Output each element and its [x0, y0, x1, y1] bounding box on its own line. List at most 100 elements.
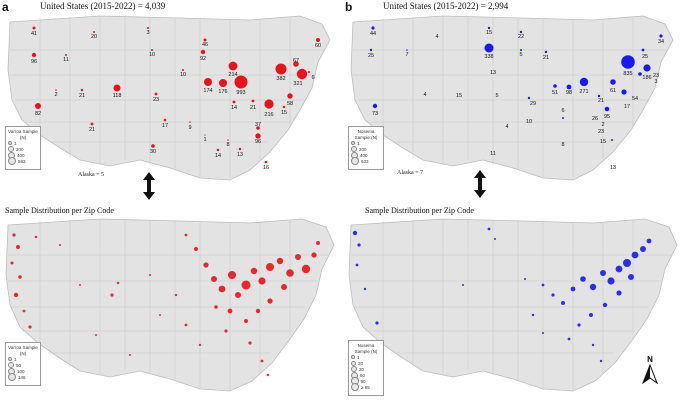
bubble [227, 308, 233, 314]
bubble [189, 121, 191, 123]
north-arrow: N [640, 355, 660, 385]
state-value: 214 [228, 72, 237, 78]
bubble [258, 277, 266, 285]
legend-value: 400 [360, 152, 368, 158]
bubble [267, 298, 273, 304]
bubble [16, 245, 20, 249]
bubble [567, 337, 571, 341]
bubble [90, 122, 94, 126]
bubble [147, 27, 149, 29]
bubble [198, 343, 202, 347]
state-value: 13 [237, 152, 243, 158]
bubble [22, 309, 26, 313]
state-value: 29 [530, 101, 536, 107]
alaska-count: Alaska = 5 [78, 172, 105, 178]
state-value: 21 [543, 55, 549, 61]
state-value: 25 [368, 53, 374, 59]
state-value: 17 [624, 104, 630, 110]
legend-value: 50 [16, 362, 22, 368]
bubble [369, 48, 373, 52]
state-value: 1 [203, 137, 206, 143]
state-bubbles [31, 26, 320, 164]
bubble [611, 139, 613, 141]
bubble [151, 144, 155, 148]
bubble [487, 26, 491, 30]
state-value: 21 [598, 98, 604, 104]
legend-value: 90 [360, 378, 366, 384]
state-value: 95 [604, 114, 610, 120]
bubble [93, 31, 95, 33]
bubble [287, 93, 293, 99]
bubble [203, 38, 207, 42]
bubble [256, 126, 260, 130]
state-value: 15 [456, 93, 462, 99]
bubble [357, 243, 361, 247]
bubble [551, 293, 555, 297]
bubble [65, 54, 67, 56]
state-value: 382 [276, 76, 285, 82]
bubble [204, 78, 212, 86]
bubble [235, 292, 241, 298]
double-arrow-icon [474, 170, 486, 198]
bubble [542, 332, 544, 334]
state-value: 14 [231, 105, 237, 111]
state-map: 44 4 15 22 34 25 7 338 5 21 25 73 13 4 1… [350, 15, 674, 181]
bubble [579, 77, 589, 87]
state-value: 271 [579, 89, 588, 95]
bubble [371, 26, 375, 30]
bubble [227, 139, 229, 141]
state-value: 4 [505, 124, 508, 130]
bubble [628, 274, 634, 280]
bubble [154, 92, 158, 96]
bubble [251, 99, 255, 103]
state-map-legend: Nosema Sample (N) 1 200 400 633 [348, 126, 384, 170]
bubble [250, 267, 258, 275]
bubble [116, 281, 120, 285]
bubble [129, 354, 131, 356]
bubble [55, 89, 57, 91]
state-value: 4 [423, 92, 426, 98]
state-value: 23 [653, 73, 659, 79]
bubble [18, 275, 22, 279]
bubble [260, 359, 264, 363]
state-value: 11 [490, 151, 496, 157]
legend-value: 60 [360, 372, 366, 378]
state-value: 14 [215, 153, 221, 159]
bubble [597, 94, 601, 98]
bubble [610, 79, 616, 85]
bubble [182, 69, 184, 71]
bubble [214, 305, 218, 309]
bubble [621, 55, 635, 69]
state-value: 118 [113, 93, 122, 99]
bubble [599, 359, 603, 363]
bubble [487, 227, 491, 231]
bubble [163, 118, 167, 122]
zip-map-title: Sample Distribution per Zip Code [365, 206, 474, 215]
state-value: 37 [255, 122, 261, 128]
state-value: 41 [31, 31, 37, 37]
bubble [228, 61, 238, 71]
bubble [219, 79, 227, 87]
bubble [316, 38, 320, 42]
state-value: 25 [642, 54, 648, 60]
bubble [184, 233, 188, 237]
state-value: 15 [281, 110, 287, 116]
state-value: 20 [91, 34, 97, 40]
state-value: 73 [372, 111, 378, 117]
bubble [95, 334, 97, 336]
state-value: 51 [552, 90, 558, 96]
bubble [200, 49, 206, 55]
state-value: 61 [610, 88, 616, 94]
bubble [79, 284, 81, 286]
state-value: 6 [561, 108, 564, 114]
bubble [232, 100, 236, 104]
bubble [248, 341, 252, 345]
bubble [293, 61, 299, 67]
bubble [281, 284, 287, 290]
bubble [295, 254, 301, 260]
bubble [266, 373, 270, 377]
state-value: 96 [255, 139, 261, 145]
panel-letter: a [2, 0, 9, 14]
state-map: 41 20 3 46 60 96 11 10 92 10 2 21 118 23… [7, 15, 331, 181]
state-value: 21 [250, 105, 256, 111]
